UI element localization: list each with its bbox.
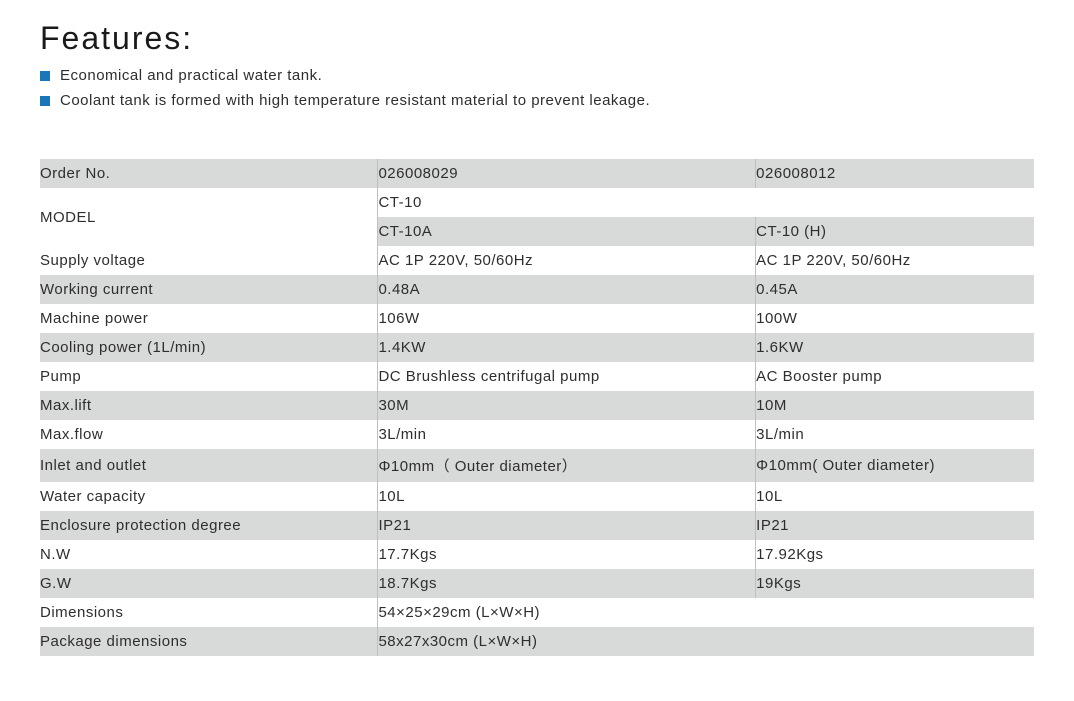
pump-b: AC Booster pump (756, 362, 1034, 391)
model-a: CT-10A (378, 217, 756, 246)
label-nw: N.W (40, 540, 378, 569)
supply-voltage-a: AC 1P 220V, 50/60Hz (378, 246, 756, 275)
spec-table: Order No. 026008029 026008012 MODEL CT-1… (40, 159, 1034, 656)
nw-b: 17.92Kgs (756, 540, 1034, 569)
label-cooling-power: Cooling power (1L/min) (40, 333, 378, 362)
order-no-a: 026008029 (378, 159, 756, 188)
max-lift-a: 30M (378, 391, 756, 420)
feature-bullets: Economical and practical water tank. Coo… (40, 67, 1034, 109)
label-max-lift: Max.lift (40, 391, 378, 420)
square-bullet-icon (40, 96, 50, 106)
features-title: Features: (40, 20, 1034, 57)
pump-a: DC Brushless centrifugal pump (378, 362, 756, 391)
order-no-b: 026008012 (756, 159, 1034, 188)
model-family: CT-10 (378, 188, 1034, 217)
water-capacity-b: 10L (756, 482, 1034, 511)
square-bullet-icon (40, 71, 50, 81)
bullet-text: Economical and practical water tank. (60, 67, 322, 84)
dimensions-value: 54×25×29cm (L×W×H) (378, 598, 1034, 627)
bullet-item: Economical and practical water tank. (40, 67, 1034, 84)
label-order-no: Order No. (40, 159, 378, 188)
gw-b: 19Kgs (756, 569, 1034, 598)
label-max-flow: Max.flow (40, 420, 378, 449)
working-current-a: 0.48A (378, 275, 756, 304)
inlet-outlet-a: Φ10mm（ Outer diameter） (378, 449, 756, 482)
label-supply-voltage: Supply voltage (40, 246, 378, 275)
machine-power-a: 106W (378, 304, 756, 333)
label-water-capacity: Water capacity (40, 482, 378, 511)
gw-a: 18.7Kgs (378, 569, 756, 598)
supply-voltage-b: AC 1P 220V, 50/60Hz (756, 246, 1034, 275)
label-inlet-outlet: Inlet and outlet (40, 449, 378, 482)
max-lift-b: 10M (756, 391, 1034, 420)
bullet-item: Coolant tank is formed with high tempera… (40, 92, 1034, 109)
nw-a: 17.7Kgs (378, 540, 756, 569)
bullet-text: Coolant tank is formed with high tempera… (60, 92, 650, 109)
package-dimensions-value: 58x27x30cm (L×W×H) (378, 627, 1034, 656)
enclosure-a: IP21 (378, 511, 756, 540)
label-machine-power: Machine power (40, 304, 378, 333)
max-flow-b: 3L/min (756, 420, 1034, 449)
label-model: MODEL (40, 188, 378, 246)
working-current-b: 0.45A (756, 275, 1034, 304)
label-dimensions: Dimensions (40, 598, 378, 627)
water-capacity-a: 10L (378, 482, 756, 511)
label-pump: Pump (40, 362, 378, 391)
enclosure-b: IP21 (756, 511, 1034, 540)
inlet-outlet-b: Φ10mm( Outer diameter) (756, 449, 1034, 482)
label-enclosure: Enclosure protection degree (40, 511, 378, 540)
model-b: CT-10 (H) (756, 217, 1034, 246)
machine-power-b: 100W (756, 304, 1034, 333)
label-gw: G.W (40, 569, 378, 598)
label-working-current: Working current (40, 275, 378, 304)
cooling-power-a: 1.4KW (378, 333, 756, 362)
cooling-power-b: 1.6KW (756, 333, 1034, 362)
max-flow-a: 3L/min (378, 420, 756, 449)
label-package-dimensions: Package dimensions (40, 627, 378, 656)
